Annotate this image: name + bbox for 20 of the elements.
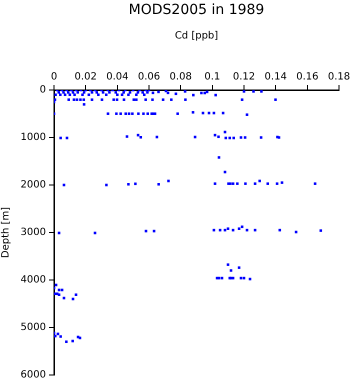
y-tick-label: 0 bbox=[40, 84, 46, 96]
y-tick-label: 6000 bbox=[20, 370, 46, 381]
x-axis-title: Cd [ppb] bbox=[174, 30, 218, 42]
x-tick-label: 0.02 bbox=[74, 72, 97, 83]
chart-title: MODS2005 in 1989 bbox=[128, 2, 266, 18]
y-tick-label: 2000 bbox=[20, 180, 46, 191]
y-tick-label: 5000 bbox=[20, 322, 46, 334]
x-tick-label: 0.04 bbox=[106, 72, 128, 83]
y-tick-label: 1000 bbox=[20, 132, 46, 144]
x-tick-label: 0.1 bbox=[204, 72, 220, 83]
y-tick-label: 4000 bbox=[20, 274, 46, 286]
x-tick-label: 0.14 bbox=[264, 72, 287, 83]
x-tick-label: 0.08 bbox=[170, 72, 192, 83]
x-tick-label: 0.18 bbox=[328, 72, 350, 83]
x-tick-label: 0 bbox=[50, 72, 58, 83]
x-tick-label: 0.12 bbox=[232, 72, 256, 83]
y-tick-label: 3000 bbox=[20, 227, 46, 238]
x-tick-label: 0.06 bbox=[138, 72, 160, 83]
y-axis-title: Depth [m] bbox=[0, 206, 12, 258]
x-tick-label: 0.16 bbox=[296, 72, 318, 83]
